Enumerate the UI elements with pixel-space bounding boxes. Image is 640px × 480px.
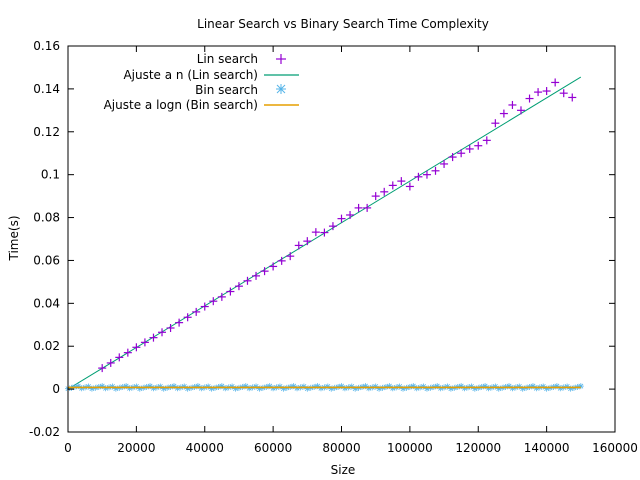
y-tick-label: 0.1 — [41, 168, 60, 182]
data-point-lin-search — [123, 348, 132, 357]
data-point-lin-search — [380, 187, 389, 196]
y-axis-label: Time(s) — [7, 216, 21, 262]
data-point-lin-search — [294, 241, 303, 250]
data-point-lin-search — [431, 166, 440, 175]
data-point-lin-search — [243, 276, 252, 285]
y-tick-label: 0 — [52, 382, 60, 396]
data-point-lin-search — [474, 141, 483, 150]
plot-area — [65, 76, 584, 392]
data-point-lin-search — [354, 203, 363, 212]
data-point-lin-search — [482, 136, 491, 145]
data-point-lin-search — [226, 287, 235, 296]
x-tick-label: 40000 — [186, 441, 224, 455]
legend: Lin search Ajuste a n (Lin search) Bin s… — [104, 52, 299, 112]
x-tick-label: 100000 — [387, 441, 433, 455]
data-point-lin-search — [388, 181, 397, 190]
data-point-lin-search — [457, 149, 466, 158]
data-point-lin-search — [465, 144, 474, 153]
y-axis: -0.02 0 0.02 0.04 0.06 0.08 0.1 0.12 0.14 0.16 — [29, 39, 615, 439]
legend-label-bin-search: Bin search — [195, 83, 258, 97]
data-point-lin-search — [422, 170, 431, 179]
legend-marker-lin-search — [276, 54, 286, 64]
legend-entry-bin-fit: Ajuste a logn (Bin search) — [104, 98, 299, 112]
x-axis: 0 20000 40000 60000 80000 100000 120000 140000 1… — [64, 46, 638, 455]
data-point-lin-search — [414, 172, 423, 181]
data-point-lin-search — [508, 100, 517, 109]
data-point-lin-search — [158, 328, 167, 337]
data-point-lin-search — [542, 87, 551, 96]
data-point-lin-search — [337, 214, 346, 223]
data-point-lin-search — [286, 252, 295, 261]
x-tick-label: 60000 — [254, 441, 292, 455]
data-point-lin-search — [371, 192, 380, 201]
x-tick-label: 140000 — [524, 441, 570, 455]
data-point-lin-search — [534, 88, 543, 97]
data-point-lin-search — [328, 222, 337, 231]
chart-title: Linear Search vs Binary Search Time Comp… — [197, 17, 489, 31]
data-point-lin-search — [269, 262, 278, 271]
y-tick-label: -0.02 — [29, 425, 60, 439]
x-tick-label: 120000 — [455, 441, 501, 455]
data-point-lin-search — [252, 271, 261, 280]
data-point-lin-search — [115, 353, 124, 362]
data-point-lin-search — [311, 228, 320, 237]
data-point-lin-search — [209, 297, 218, 306]
data-point-lin-search — [192, 307, 201, 316]
data-point-lin-search — [491, 119, 500, 128]
data-point-lin-search — [183, 313, 192, 322]
data-point-lin-search — [260, 267, 269, 276]
x-tick-label: 80000 — [322, 441, 360, 455]
y-tick-label: 0.08 — [33, 211, 60, 225]
lin-points-layer — [98, 78, 577, 373]
data-point-lin-search — [140, 338, 149, 347]
data-point-lin-search — [166, 323, 175, 332]
legend-label-lin-search: Lin search — [197, 52, 258, 66]
y-tick-label: 0.02 — [33, 339, 60, 353]
data-point-lin-search — [448, 153, 457, 162]
data-point-lin-search — [303, 237, 312, 246]
y-tick-label: 0.16 — [33, 39, 60, 53]
y-tick-label: 0.06 — [33, 253, 60, 267]
data-point-lin-search — [568, 93, 577, 102]
legend-marker-bin-search — [276, 84, 286, 94]
data-point-lin-search — [525, 94, 534, 103]
data-point-bin-search — [577, 383, 584, 390]
data-point-lin-search — [234, 282, 243, 291]
y-tick-label: 0.12 — [33, 125, 60, 139]
data-point-lin-search — [98, 364, 107, 373]
data-point-lin-search — [516, 106, 525, 115]
data-point-lin-search — [559, 89, 568, 98]
data-point-lin-search — [175, 318, 184, 327]
x-tick-label: 0 — [64, 441, 72, 455]
data-point-lin-search — [200, 302, 209, 311]
data-point-lin-search — [405, 182, 414, 191]
legend-entry-lin-search: Lin search — [197, 52, 286, 66]
data-point-lin-search — [320, 228, 329, 237]
y-tick-label: 0.14 — [33, 82, 60, 96]
data-point-lin-search — [440, 159, 449, 168]
x-tick-label: 20000 — [117, 441, 155, 455]
legend-label-bin-fit: Ajuste a logn (Bin search) — [104, 98, 258, 112]
y-tick-label: 0.04 — [33, 296, 60, 310]
x-tick-label: 160000 — [592, 441, 638, 455]
data-point-lin-search — [346, 210, 355, 219]
data-point-lin-search — [149, 333, 158, 342]
data-point-lin-search — [363, 203, 372, 212]
data-point-lin-search — [217, 292, 226, 301]
legend-entry-bin-search: Bin search — [195, 83, 286, 97]
data-point-lin-search — [499, 109, 508, 118]
data-point-lin-search — [397, 177, 406, 186]
x-axis-label: Size — [331, 463, 356, 477]
data-point-lin-search — [106, 358, 115, 367]
legend-label-lin-fit: Ajuste a n (Lin search) — [123, 68, 258, 82]
data-point-lin-search — [277, 256, 286, 265]
data-point-lin-search — [551, 78, 560, 87]
data-point-lin-search — [132, 343, 141, 352]
legend-entry-lin-fit: Ajuste a n (Lin search) — [123, 68, 299, 82]
